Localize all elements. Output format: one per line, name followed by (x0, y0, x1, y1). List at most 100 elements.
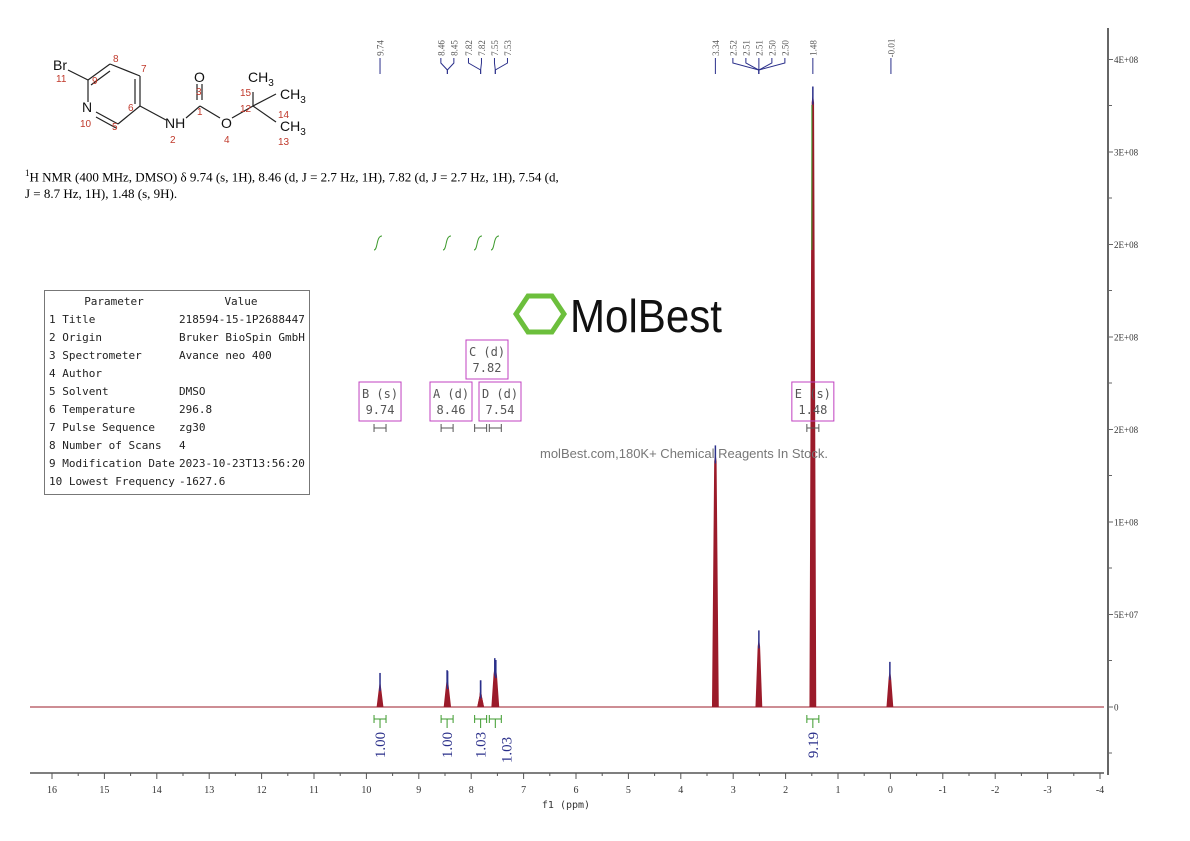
multiplet-box (429, 381, 473, 422)
x-tick-label: 4 (678, 785, 683, 796)
spectrum-peak (755, 640, 763, 708)
parameter-value: 4 (179, 439, 186, 452)
molbest-watermark: MolBest molBest.com,180K+ Chemical Reage… (512, 290, 828, 461)
multiplet-range (440, 424, 454, 432)
peak-label-leader (758, 58, 773, 74)
integral-curve (473, 235, 483, 251)
parameter-row: 8 Number of Scans 4 (49, 437, 305, 455)
peak-label-leader (480, 58, 482, 74)
x-tick-label: 3 (731, 785, 736, 796)
multiplet-shift: 9.74 (366, 403, 395, 417)
parameter-value: zg30 (179, 421, 206, 434)
parameter-name: 10 Lowest Frequency (49, 475, 175, 488)
atom-ch: CH (248, 69, 268, 85)
peak-label-leader (467, 58, 482, 74)
x-tick-label: 16 (47, 785, 57, 796)
peak-label: -0.01 (886, 39, 896, 58)
subscript-3: 3 (300, 95, 306, 106)
multiplet-range (488, 424, 502, 432)
spectrum-trace (30, 86, 1104, 708)
x-tick-label: 11 (309, 785, 319, 796)
x-tick-label: 12 (257, 785, 267, 796)
multiplet-shift: 8.46 (437, 403, 466, 417)
parameter-name: 9 Modification Date (49, 457, 175, 470)
atom-number: 1 (197, 107, 203, 118)
x-tick-label: 6 (574, 785, 579, 796)
parameter-value: 296.8 (179, 403, 213, 416)
x-tick-label: 0 (888, 785, 893, 796)
atom-ch3: CH3 (280, 118, 306, 138)
parameter-value: 218594-15-1P2688447 (179, 313, 305, 326)
x-tick-label: 14 (152, 785, 162, 796)
multiplet-label: A (d) (433, 387, 469, 401)
multiplet-label: C (d) (469, 345, 505, 359)
peak-label: 7.82 (477, 40, 487, 56)
atom-o-carbonyl: O (194, 69, 205, 85)
parameter-row: 3 Spectrometer Avance neo 400 (49, 347, 305, 365)
x-tick-label: 7 (521, 785, 526, 796)
parameter-name: 3 Spectrometer (49, 349, 142, 362)
integral-value: 9.19 (806, 732, 822, 758)
molecule-structure (67, 63, 277, 129)
y-tick-label: 5E+07 (1114, 610, 1139, 620)
y-tick-label: 2E+08 (1114, 425, 1139, 435)
parameter-row: 7 Pulse Sequence zg30 (49, 419, 305, 437)
peak-label-leader (440, 58, 448, 74)
x-tick-label: -2 (991, 785, 999, 796)
peak-label: 7.53 (503, 40, 513, 56)
integral-bracket (440, 715, 454, 728)
x-tick-label: 1 (836, 785, 841, 796)
parameter-value: Bruker BioSpin GmbH (179, 331, 305, 344)
peak-label: 8.46 (436, 40, 446, 56)
multiplet-label: B (s) (362, 387, 398, 401)
parameter-row: 9 Modification Date 2023-10-23T13:56:20 (49, 455, 305, 473)
atom-number: 9 (92, 76, 98, 87)
atom-ch3: CH3 (248, 69, 274, 89)
integral-curve (490, 235, 500, 251)
peak-label: 7.82 (464, 40, 474, 56)
summary-text: H NMR (400 MHz, DMSO) δ 9.74 (s, 1H), 8.… (25, 169, 559, 202)
multiplet-shift: 1.48 (798, 403, 827, 417)
parameter-value: 2023-10-23T13:56:20 (179, 457, 305, 470)
y-tick-label: 1E+08 (1114, 518, 1139, 528)
atom-number: 4 (224, 135, 230, 146)
x-tick-label: -4 (1096, 785, 1104, 796)
x-tick-label: 13 (204, 785, 214, 796)
atom-number: 5 (112, 122, 118, 133)
integral-value: 1.03 (474, 732, 490, 758)
peak-label: 2.51 (754, 40, 764, 56)
x-tick-label: 8 (469, 785, 474, 796)
peak-label-leader (745, 58, 760, 74)
parameter-name: 5 Solvent (49, 385, 109, 398)
multiplet-box (358, 381, 402, 422)
atom-o-ester: O (221, 115, 232, 131)
peak-label: 2.51 (741, 40, 751, 56)
peak-label: 2.50 (780, 40, 790, 56)
multiplet-box (791, 381, 835, 422)
header-value: Value (224, 295, 258, 308)
x-tick-label: 15 (99, 785, 109, 796)
parameter-value: Avance neo 400 (179, 349, 272, 362)
y-tick-label: 2E+08 (1114, 333, 1139, 343)
multiplet-box (465, 339, 509, 380)
x-tick-label: 5 (626, 785, 631, 796)
atom-nh: NH (165, 115, 185, 131)
atom-ch: CH (280, 118, 300, 134)
nmr-summary: 1H NMR (400 MHz, DMSO) δ 9.74 (s, 1H), 8… (25, 165, 565, 202)
parameter-table: Parameter Value 1 Title 218594-15-1P26884… (44, 290, 310, 495)
parameter-name: 8 Number of Scans (49, 439, 162, 452)
atom-number: 10 (80, 119, 92, 130)
multiplet-label: E (s) (795, 387, 831, 401)
integral-bracket (373, 715, 387, 728)
atom-number: 7 (141, 64, 147, 75)
y-tick-label: 3E+08 (1114, 148, 1139, 158)
parameter-row: 5 Solvent DMSO (49, 383, 305, 401)
x-tick-label: 2 (783, 785, 788, 796)
integral-curve (442, 235, 452, 251)
parameter-name: 7 Pulse Sequence (49, 421, 155, 434)
parameter-value: -1627.6 (179, 475, 226, 488)
peak-label: 7.55 (490, 40, 500, 56)
y-tick-label: 2E+08 (1114, 240, 1139, 250)
atom-number: 12 (240, 104, 252, 115)
